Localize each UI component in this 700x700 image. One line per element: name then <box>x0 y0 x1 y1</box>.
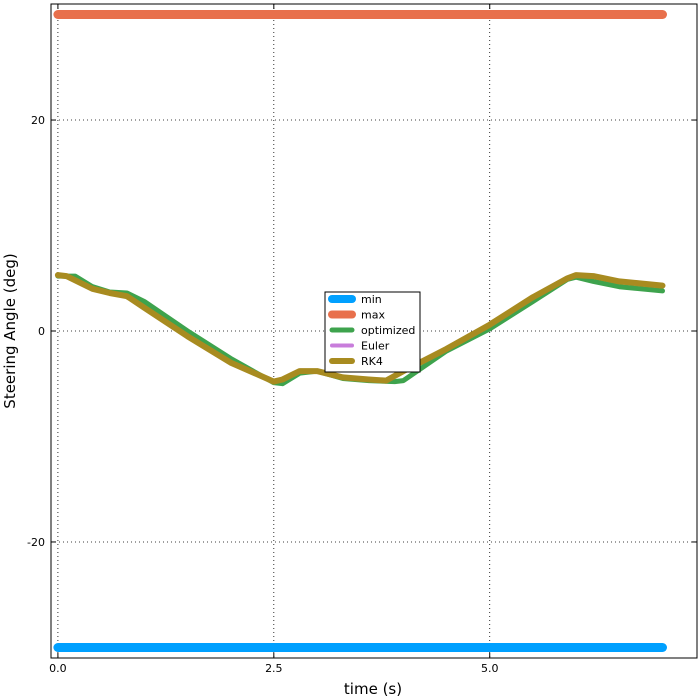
grid <box>51 4 697 658</box>
series-lines <box>53 10 667 652</box>
y-tick-label: -20 <box>27 536 45 549</box>
legend-label-euler: Euler <box>361 340 390 353</box>
x-tick-label: 0.0 <box>49 662 67 675</box>
legend-label-rk4: RK4 <box>361 355 383 368</box>
y-axis-label: Steering Angle (deg) <box>1 253 19 408</box>
x-tick-label: 5.0 <box>481 662 499 675</box>
series-line-rk4 <box>54 272 666 385</box>
legend-label-min: min <box>361 293 382 306</box>
x-axis-label: time (s) <box>344 680 402 698</box>
y-tick-label: 20 <box>31 114 45 127</box>
ticks: 0.0 2.5 5.0 -20 0 20 <box>27 4 697 675</box>
legend: min max optimized Euler RK4 <box>324 291 421 373</box>
y-tick-label: 0 <box>38 325 45 338</box>
legend-label-optimized: optimized <box>361 324 415 337</box>
x-tick-label: 2.5 <box>265 662 283 675</box>
legend-label-max: max <box>361 309 385 322</box>
